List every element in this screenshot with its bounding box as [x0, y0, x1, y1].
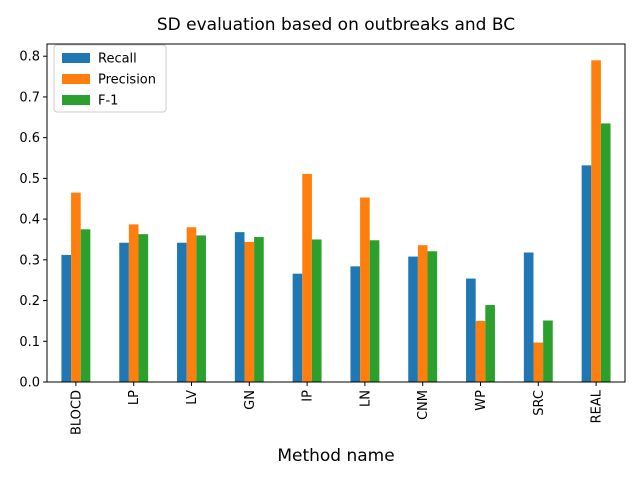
- y-tick-label: 0.3: [19, 253, 40, 268]
- x-tick-label-src: SRC: [532, 390, 547, 416]
- y-tick-label: 0.6: [19, 131, 40, 146]
- bar-precision-real: [591, 60, 601, 382]
- bar-f1-gn: [254, 237, 264, 382]
- bar-f1-ln: [369, 240, 380, 382]
- bar-precision-lv: [186, 227, 197, 382]
- legend-label-f1: F-1: [98, 94, 118, 109]
- y-tick-label: 0.0: [19, 376, 40, 391]
- plot-area: 0.0 0.1 0.2 0.3 0.4 0.5 0.6 0.7 0.8 BLOCD LP LV GN IP…: [19, 43, 626, 435]
- bar-precision-wp: [475, 320, 486, 382]
- bar-precision-ip: [302, 173, 312, 382]
- bar-recall-lv: [177, 242, 187, 382]
- x-tick-label-cnm: CNM: [416, 390, 431, 420]
- bar-f1-real: [600, 123, 611, 382]
- bar-recall-ln: [350, 266, 361, 382]
- bar-recall-lp: [119, 242, 129, 382]
- bar-recall-wp: [466, 278, 476, 382]
- axes-frame: [46, 43, 626, 383]
- legend-label-recall: Recall: [98, 52, 137, 67]
- bar-f1-ip: [311, 239, 322, 382]
- bar-f1-blocd: [80, 229, 91, 382]
- bar-recall-blocd: [61, 254, 72, 382]
- x-tick-label-wp: WP: [474, 390, 489, 411]
- legend-label-precision: Precision: [98, 73, 156, 88]
- bar-f1-wp: [485, 305, 495, 382]
- chart-title: SD evaluation based on outbreaks and BC: [157, 15, 515, 35]
- legend: Recall Precision F-1: [53, 44, 167, 113]
- y-tick-label: 0.8: [19, 50, 40, 65]
- bar-precision-gn: [244, 241, 255, 382]
- bar-precision-src: [533, 342, 544, 382]
- bar-f1-src: [543, 320, 553, 382]
- bar-precision-ln: [360, 197, 370, 382]
- y-tick-label: 0.2: [19, 294, 40, 309]
- bar-f1-lp: [138, 234, 149, 382]
- y-tick-label: 0.5: [19, 172, 40, 187]
- x-tick-label-lv: LV: [185, 390, 200, 405]
- bar-precision-blocd: [71, 192, 81, 382]
- bar-recall-gn: [234, 232, 245, 382]
- bar-recall-ip: [292, 273, 303, 382]
- x-tick-label-ln: LN: [358, 390, 373, 407]
- bar-f1-cnm: [427, 251, 438, 382]
- x-tick-label-blocd: BLOCD: [69, 390, 84, 435]
- x-tick-label-real: REAL: [590, 389, 605, 423]
- bar-recall-real: [581, 165, 592, 382]
- bar-f1-lv: [196, 235, 206, 382]
- legend-swatch-f1: [62, 95, 90, 105]
- legend-swatch-precision: [62, 74, 90, 84]
- legend-swatch-recall: [62, 53, 90, 63]
- bar-recall-src: [523, 252, 534, 382]
- x-axis-label: Method name: [277, 446, 394, 466]
- bar-precision-cnm: [417, 245, 428, 382]
- bar-recall-cnm: [408, 256, 418, 382]
- bar-precision-lp: [128, 224, 139, 382]
- y-tick-label: 0.7: [19, 90, 40, 105]
- x-tick-label-lp: LP: [127, 390, 142, 405]
- x-tick-label-ip: IP: [301, 390, 316, 402]
- x-tick-label-gn: GN: [243, 390, 258, 410]
- y-tick-label: 0.1: [19, 335, 40, 350]
- y-tick-label: 0.4: [19, 213, 40, 228]
